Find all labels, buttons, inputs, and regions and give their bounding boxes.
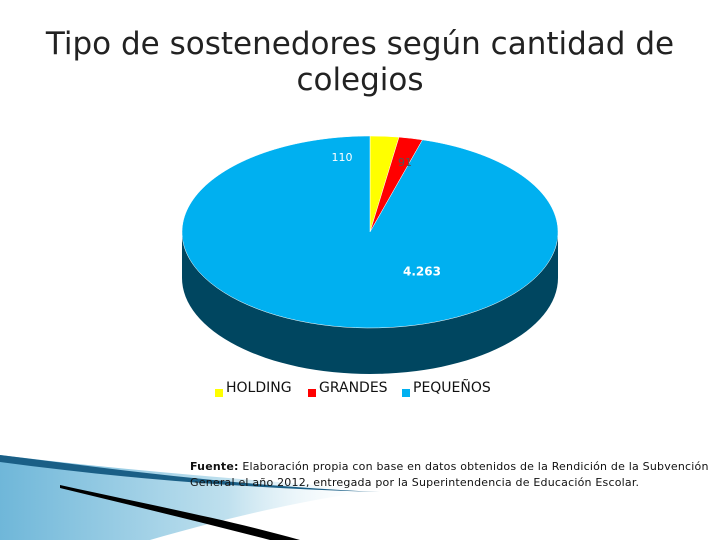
legend-label: PEQUEÑOS [413, 379, 491, 396]
data-label: 4.263 [403, 265, 441, 279]
data-label: 110 [332, 151, 353, 164]
legend-swatch [215, 389, 223, 397]
legend-swatch [402, 389, 410, 397]
source-note: Fuente: Elaboración propia con base en d… [190, 459, 714, 491]
chart-title: Tipo de sostenedores según cantidad de c… [45, 26, 675, 98]
data-label: 91 [398, 156, 412, 169]
source-label: Fuente: [190, 460, 239, 473]
pie-slice [181, 135, 559, 329]
source-text: Elaboración propia con base en datos obt… [190, 460, 709, 489]
decoration-swoosh [0, 455, 380, 540]
legend-label: HOLDING [226, 380, 292, 396]
decoration-line [60, 485, 300, 540]
legend-label: GRANDES [319, 380, 388, 396]
legend-swatch [308, 389, 316, 397]
